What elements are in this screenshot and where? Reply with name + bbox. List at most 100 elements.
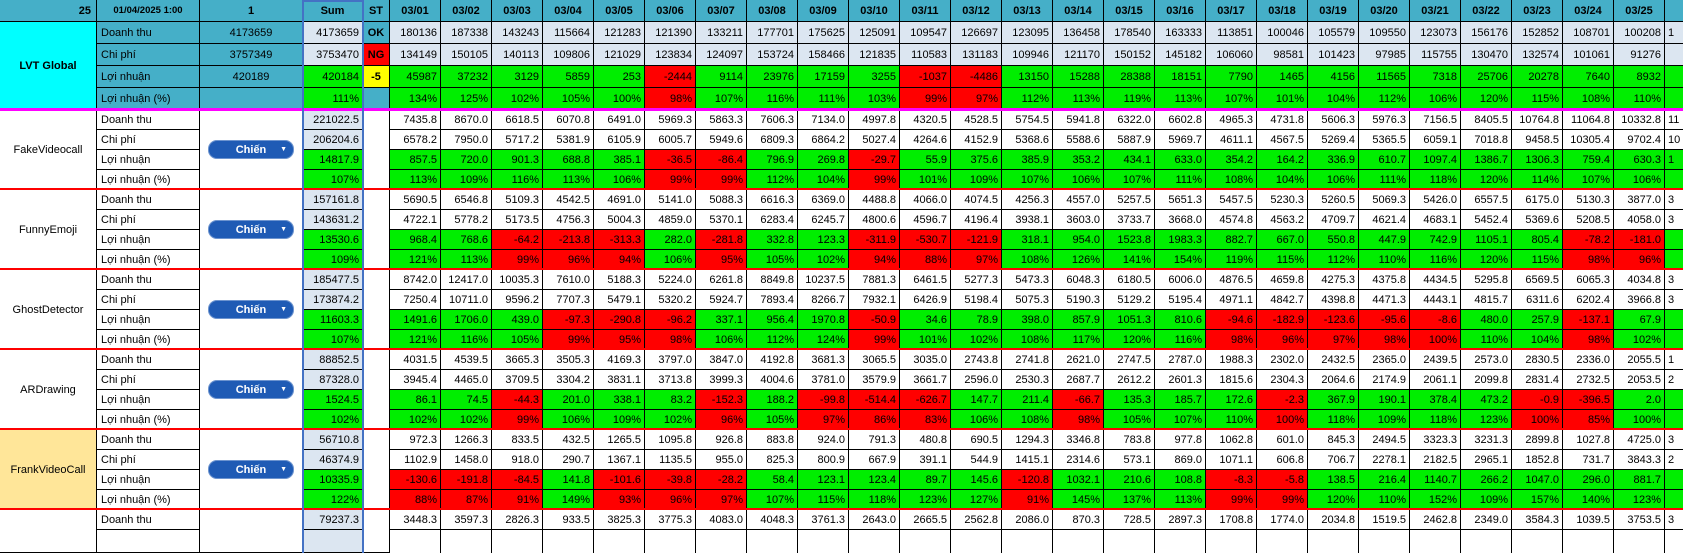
strategy-cell[interactable]: Chiến ▼ — [200, 350, 303, 430]
pct-cell[interactable]: 99% — [696, 170, 747, 190]
loi-nhuan-cell[interactable]: 473.2 — [1461, 390, 1512, 410]
doanh-thu-cell[interactable]: 3877.0 — [1614, 190, 1665, 210]
chi-phi-cell[interactable]: 3831.1 — [594, 370, 645, 390]
strategy-cell[interactable]: Chiến ▼ — [200, 430, 303, 510]
doanh-thu-cell[interactable]: 100046 — [1257, 22, 1308, 44]
loi-nhuan-cell[interactable]: -29.7 — [849, 150, 900, 170]
metric-label[interactable]: Lợi nhuận — [97, 470, 200, 490]
sum-cell-partial[interactable] — [303, 530, 363, 553]
loi-nhuan-cell[interactable]: 257.9 — [1512, 310, 1563, 330]
chi-phi-cell[interactable]: 4574.8 — [1206, 210, 1257, 230]
empty-cell-partial[interactable] — [1410, 530, 1461, 553]
chi-phi-cell[interactable]: 98581 — [1257, 44, 1308, 66]
chi-phi-cell[interactable]: 4722.1 — [390, 210, 441, 230]
chi-phi-cell[interactable]: 5198.4 — [951, 290, 1002, 310]
chien-dropdown-0[interactable]: Chiến ▼ — [208, 140, 294, 159]
pct-cell[interactable]: 98% — [1206, 330, 1257, 350]
pct-cell[interactable]: 120% — [1461, 170, 1512, 190]
doanh-thu-cell[interactable]: 1266.3 — [441, 430, 492, 450]
doanh-thu-cell[interactable]: 791.3 — [849, 430, 900, 450]
doanh-thu-cell[interactable]: 100208 — [1614, 22, 1665, 44]
manual-value-cell[interactable]: 420189 — [200, 66, 303, 88]
pct-cell[interactable]: 119% — [1206, 250, 1257, 270]
loi-nhuan-cell[interactable]: 956.4 — [747, 310, 798, 330]
loi-nhuan-cell[interactable]: 857.5 — [390, 150, 441, 170]
datetime-header-cell[interactable]: 01/04/2025 1:00 — [97, 0, 200, 22]
doanh-thu-cell[interactable]: 2034.8 — [1308, 510, 1359, 530]
loi-nhuan-cell[interactable]: 135.3 — [1104, 390, 1155, 410]
pct-cell[interactable]: 106% — [1614, 170, 1665, 190]
loi-nhuan-cell[interactable]: 1386.7 — [1461, 150, 1512, 170]
loi-nhuan-cell[interactable]: 15288 — [1053, 66, 1104, 88]
doanh-thu-cell[interactable]: 6546.8 — [441, 190, 492, 210]
loi-nhuan-cell[interactable]: 185.7 — [1155, 390, 1206, 410]
chi-phi-cell[interactable]: 5190.3 — [1053, 290, 1104, 310]
pct-cell[interactable]: 97% — [798, 410, 849, 430]
chi-phi-cell[interactable]: 7950.0 — [441, 130, 492, 150]
sum-cell[interactable]: 102% — [303, 410, 363, 430]
doanh-thu-cell[interactable]: 2897.3 — [1155, 510, 1206, 530]
doanh-thu-cell[interactable]: 1774.0 — [1257, 510, 1308, 530]
doanh-thu-cell[interactable]: 6569.5 — [1512, 270, 1563, 290]
pct-cell[interactable]: 116% — [492, 170, 543, 190]
pct-cell[interactable]: 99% — [543, 330, 594, 350]
st-empty-cell[interactable] — [363, 350, 390, 430]
chi-phi-cell[interactable]: 5320.2 — [645, 290, 696, 310]
chi-phi-cell[interactable]: 2174.9 — [1359, 370, 1410, 390]
doanh-thu-cell[interactable]: 5457.5 — [1206, 190, 1257, 210]
chi-phi-cell[interactable]: 5370.1 — [696, 210, 747, 230]
doanh-thu-cell[interactable]: 728.5 — [1104, 510, 1155, 530]
chi-phi-cell[interactable]: 91276 — [1614, 44, 1665, 66]
doanh-thu-cell[interactable]: 4488.8 — [849, 190, 900, 210]
doanh-thu-cell[interactable]: 870.3 — [1053, 510, 1104, 530]
chi-phi-cell[interactable]: 134149 — [390, 44, 441, 66]
loi-nhuan-cell[interactable]: -101.6 — [594, 470, 645, 490]
loi-nhuan-cell[interactable]: 1306.3 — [1512, 150, 1563, 170]
pct-cell[interactable]: 96% — [645, 490, 696, 510]
loi-nhuan-cell[interactable]: -0.9 — [1512, 390, 1563, 410]
chi-phi-cell[interactable]: 97985 — [1359, 44, 1410, 66]
loi-nhuan-cell[interactable]: 123.1 — [798, 470, 849, 490]
pct-cell[interactable]: 110% — [1206, 410, 1257, 430]
pct-cell[interactable]: 113% — [1155, 88, 1206, 110]
loi-nhuan-cell[interactable]: 882.7 — [1206, 230, 1257, 250]
chi-phi-cell[interactable]: 5173.5 — [492, 210, 543, 230]
pct-cell[interactable]: 97% — [1308, 330, 1359, 350]
empty-cell-partial[interactable] — [1206, 530, 1257, 553]
doanh-thu-cell[interactable]: 2899.8 — [1512, 430, 1563, 450]
pct-cell[interactable]: 96% — [1614, 250, 1665, 270]
loi-nhuan-cell[interactable]: 1097.4 — [1410, 150, 1461, 170]
loi-nhuan-cell[interactable]: 720.0 — [441, 150, 492, 170]
loi-nhuan-cell[interactable]: 147.7 — [951, 390, 1002, 410]
pct-cell[interactable]: 108% — [1002, 250, 1053, 270]
pct-cell[interactable]: 104% — [1308, 88, 1359, 110]
chi-phi-cell[interactable]: 6426.9 — [900, 290, 951, 310]
pct-cell[interactable]: 98% — [1053, 410, 1104, 430]
chi-phi-cell[interactable]: 825.3 — [747, 450, 798, 470]
doanh-thu-cell[interactable]: 3584.3 — [1512, 510, 1563, 530]
date-header[interactable]: 03/04 — [543, 0, 594, 22]
doanh-thu-cell[interactable]: 6557.5 — [1461, 190, 1512, 210]
chi-phi-cell[interactable]: 6245.7 — [798, 210, 849, 230]
loi-nhuan-cell[interactable]: 1970.8 — [798, 310, 849, 330]
doanh-thu-cell[interactable]: 4074.5 — [951, 190, 1002, 210]
metric-label[interactable]: Chi phí — [97, 450, 200, 470]
doanh-thu-cell[interactable]: 10332.8 — [1614, 110, 1665, 130]
loi-nhuan-cell-clipped[interactable] — [1665, 230, 1683, 250]
chi-phi-cell[interactable]: 573.1 — [1104, 450, 1155, 470]
chi-phi-cell[interactable]: 2831.4 — [1512, 370, 1563, 390]
loi-nhuan-cell[interactable]: -86.4 — [696, 150, 747, 170]
loi-nhuan-cell[interactable]: 86.1 — [390, 390, 441, 410]
doanh-thu-cell[interactable]: 5224.0 — [645, 270, 696, 290]
chi-phi-cell[interactable]: 115755 — [1410, 44, 1461, 66]
doanh-thu-cell[interactable]: 690.5 — [951, 430, 1002, 450]
metric-label[interactable]: Lợi nhuận (%) — [97, 410, 200, 430]
pct-cell[interactable]: 96% — [696, 410, 747, 430]
pct-cell[interactable]: 98% — [645, 330, 696, 350]
pct-cell[interactable]: 120% — [1308, 490, 1359, 510]
doanh-thu-cell[interactable]: 3847.0 — [696, 350, 747, 370]
chi-phi-cell[interactable]: 145182 — [1155, 44, 1206, 66]
date-header[interactable]: 03/15 — [1104, 0, 1155, 22]
metric-label[interactable]: Chi phí — [97, 44, 200, 66]
pct-cell[interactable]: 117% — [1053, 330, 1104, 350]
